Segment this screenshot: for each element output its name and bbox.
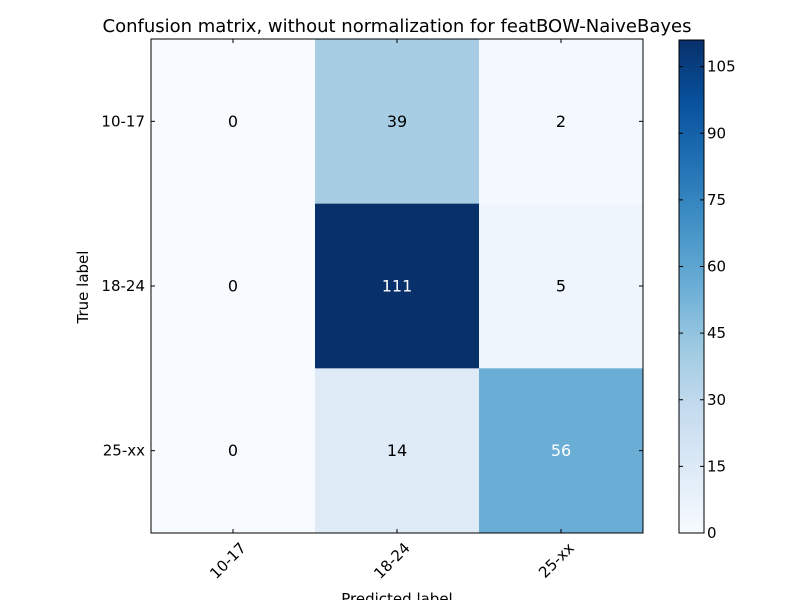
cell-value-label: 2 <box>556 112 566 131</box>
matrix-cell <box>479 203 644 369</box>
colorbar-tick-label: 60 <box>707 258 726 276</box>
colorbar: 0 15 30 45 60 75 90 105 <box>678 39 736 542</box>
cell-value-label: 5 <box>556 277 566 296</box>
matrix-cells <box>151 39 644 534</box>
x-tick-labels: 10-17 18-24 25-xx <box>206 539 578 583</box>
matrix-cell <box>315 39 480 205</box>
colorbar-tick-label: 90 <box>707 124 726 142</box>
x-tick-label: 10-17 <box>206 539 250 583</box>
colorbar-tick-label: 0 <box>707 524 717 542</box>
cell-value-label: 14 <box>387 441 407 460</box>
cell-value-label: 0 <box>228 112 238 131</box>
matrix-cell <box>151 39 316 205</box>
y-tick-label: 25-xx <box>103 442 145 460</box>
y-tick-label: 18-24 <box>101 277 145 295</box>
colorbar-tick-label: 75 <box>707 191 726 209</box>
colorbar-tick-label: 45 <box>707 324 726 342</box>
cell-value-label: 56 <box>551 441 571 460</box>
matrix-cell <box>315 368 480 534</box>
colorbar-tick-label: 105 <box>707 58 736 76</box>
matrix-cell-labels: 0 39 2 0 111 5 0 14 56 <box>228 112 571 460</box>
y-tick-label: 10-17 <box>101 112 145 130</box>
x-tick-label: 25-xx <box>535 539 578 582</box>
axis-ticks <box>151 39 643 533</box>
colorbar-gradient <box>678 39 705 534</box>
matrix-cell <box>479 368 644 534</box>
matrix-cell <box>151 203 316 369</box>
matrix-cell <box>479 39 644 205</box>
matrix-cell <box>151 368 316 534</box>
x-tick-label: 18-24 <box>370 539 414 583</box>
y-tick-labels: 10-17 18-24 25-xx <box>101 112 145 459</box>
colorbar-tick-label: 30 <box>707 391 726 409</box>
matrix-cell <box>315 203 480 369</box>
x-axis-label: Predicted label <box>341 590 452 600</box>
chart-title: Confusion matrix, without normalization … <box>103 16 692 37</box>
cell-value-label: 39 <box>387 112 407 131</box>
cell-value-label: 111 <box>382 277 413 296</box>
cell-value-label: 0 <box>228 441 238 460</box>
colorbar-tick-label: 15 <box>707 457 726 475</box>
cell-value-label: 0 <box>228 277 238 296</box>
y-axis-label: True label <box>74 251 92 325</box>
